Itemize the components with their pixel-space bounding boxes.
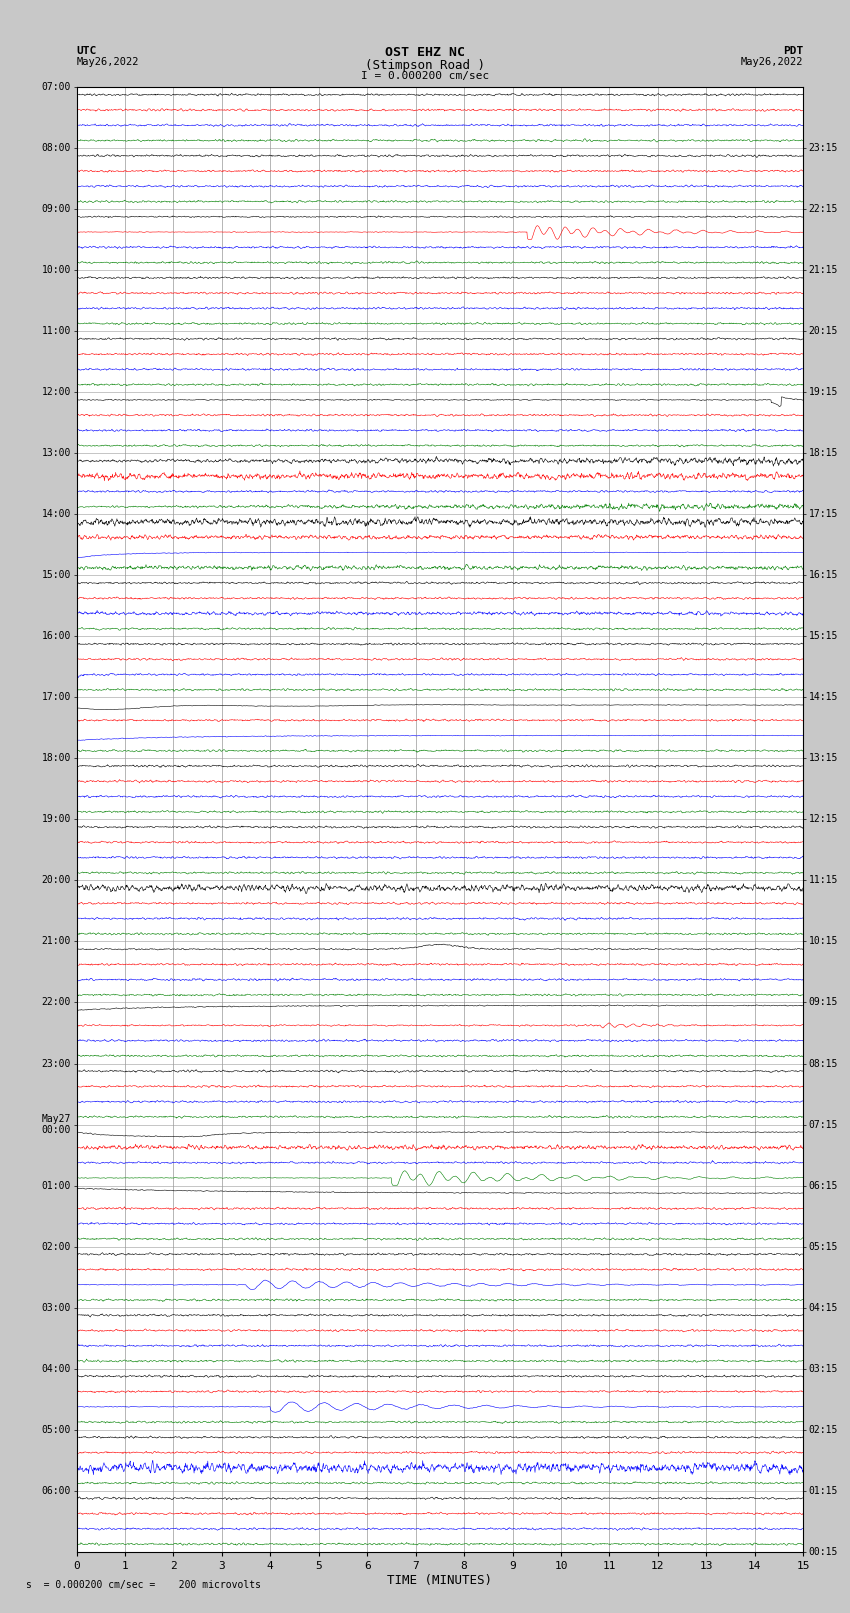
Text: s  = 0.000200 cm/sec =    200 microvolts: s = 0.000200 cm/sec = 200 microvolts (26, 1581, 260, 1590)
Text: (Stimpson Road ): (Stimpson Road ) (365, 58, 485, 73)
X-axis label: TIME (MINUTES): TIME (MINUTES) (388, 1574, 492, 1587)
Text: PDT: PDT (783, 45, 803, 56)
Text: UTC: UTC (76, 45, 97, 56)
Text: OST EHZ NC: OST EHZ NC (385, 45, 465, 60)
Text: May26,2022: May26,2022 (76, 58, 139, 68)
Text: May26,2022: May26,2022 (740, 58, 803, 68)
Text: I = 0.000200 cm/sec: I = 0.000200 cm/sec (361, 71, 489, 81)
